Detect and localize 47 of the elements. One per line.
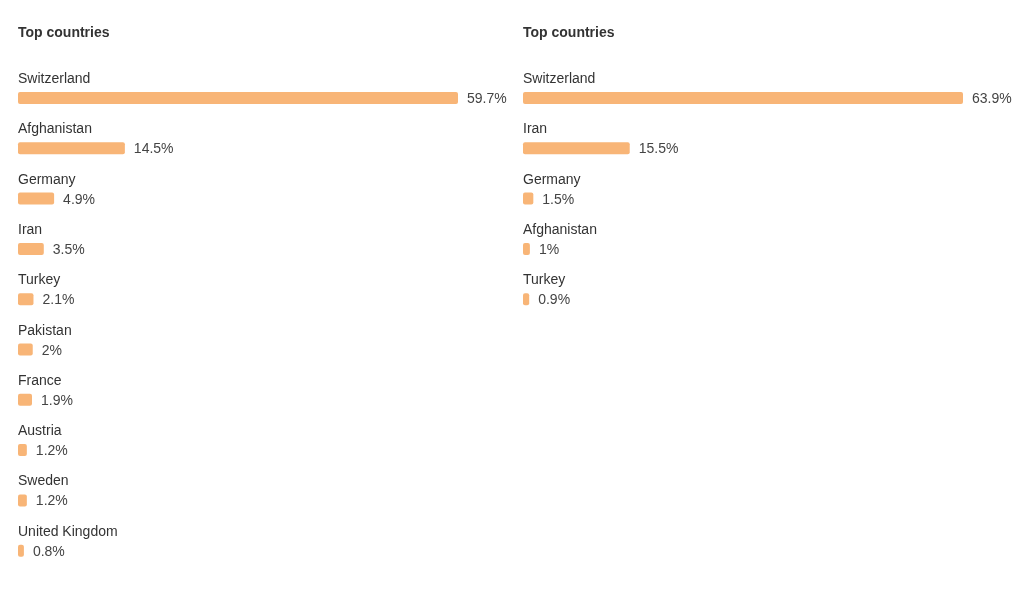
- data-label: 2.1%: [42, 291, 75, 308]
- data-label: 3.5%: [52, 240, 85, 257]
- bar: [18, 242, 44, 255]
- chart-title: Top countries: [523, 24, 615, 40]
- y-tick-label: Iran: [523, 120, 548, 137]
- bar: [18, 444, 27, 457]
- data-label: 2%: [41, 341, 62, 358]
- data-label: 4.9%: [63, 190, 96, 207]
- data-label: 14.5%: [133, 140, 174, 157]
- y-tick-label: Iran: [18, 220, 43, 237]
- bar: [18, 92, 458, 104]
- chart-title: Top countries: [18, 24, 110, 40]
- bar: [18, 544, 24, 557]
- y-tick-label: Turkey: [523, 271, 566, 288]
- bar: [18, 343, 33, 356]
- y-tick-label: Afghanistan: [18, 120, 92, 137]
- y-tick-label: Switzerland: [18, 70, 91, 86]
- y-tick-label: Afghanistan: [523, 220, 597, 237]
- data-label: 1.9%: [41, 391, 73, 408]
- data-label: 1.5%: [542, 190, 575, 207]
- data-label: 0.9%: [538, 291, 571, 308]
- bar: [18, 192, 55, 205]
- y-tick-label: Switzerland: [523, 70, 596, 86]
- data-label: 59.7%: [467, 90, 507, 106]
- data-label: 63.9%: [972, 90, 1012, 106]
- bar: [523, 142, 630, 155]
- bar: [523, 242, 530, 255]
- data-label: 0.8%: [32, 542, 65, 559]
- y-tick-label: France: [18, 371, 62, 388]
- data-label: 15.5%: [638, 140, 679, 157]
- bar: [18, 393, 32, 406]
- y-tick-label: Turkey: [18, 271, 61, 288]
- bar: [18, 293, 34, 306]
- data-label: 1%: [538, 240, 560, 257]
- bar: [18, 142, 125, 155]
- bar: [523, 192, 534, 205]
- y-tick-label: United Kingdom: [18, 522, 118, 539]
- y-tick-label: Germany: [18, 170, 76, 187]
- data-label: 1.2%: [35, 492, 68, 509]
- data-label: 1.2%: [35, 442, 68, 459]
- bar: [18, 494, 27, 507]
- y-tick-label: Sweden: [18, 472, 69, 489]
- y-tick-label: Austria: [18, 422, 62, 439]
- y-tick-label: Pakistan: [18, 321, 72, 338]
- bar: [523, 293, 530, 306]
- bar: [523, 92, 963, 104]
- y-tick-label: Germany: [523, 170, 581, 187]
